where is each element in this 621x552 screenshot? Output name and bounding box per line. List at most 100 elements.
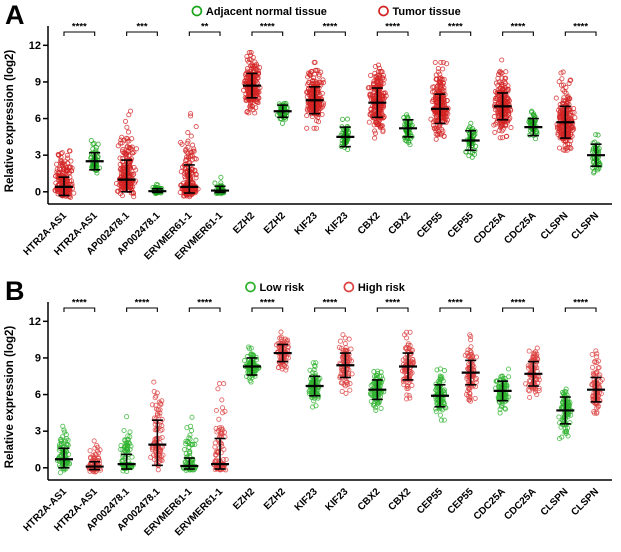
data-point [563,90,569,96]
error-bar [117,159,136,193]
data-point [561,95,567,101]
data-point [502,405,508,411]
data-point [371,402,377,409]
data-point [157,400,163,406]
data-point [344,379,350,385]
data-point [407,395,413,401]
significance-stars: **** [448,298,463,309]
data-point [527,394,533,401]
data-point [57,470,63,476]
data-point [54,169,60,175]
data-point [440,59,446,66]
x-tick-label: CBX2 [356,486,383,513]
data-point [151,388,157,395]
data-point [66,189,72,195]
data-point [250,54,256,61]
y-tick-label: 6 [35,113,41,125]
data-point [188,113,194,119]
data-point [64,168,70,174]
data-point [594,354,600,360]
data-point [188,150,194,156]
data-point [129,454,135,460]
data-point [430,119,436,125]
scatter-column [589,348,605,416]
data-point [125,439,131,446]
data-point [347,381,353,387]
data-point [349,371,355,377]
data-point [248,50,254,56]
y-axis-label: Relative expression (log2) [4,326,16,469]
error-bar [461,359,480,386]
data-point [375,62,382,68]
y-axis-label: Relative expression (log2) [4,50,16,193]
data-point [189,442,195,448]
scatter-column [365,62,389,141]
significance-stars: ** [201,22,209,33]
data-point [97,447,103,453]
error-bar [242,72,261,99]
data-point [181,446,188,453]
legend-marker-icon [245,281,256,293]
data-point [409,382,415,388]
significance-stars: **** [323,22,338,33]
data-point [436,79,442,85]
data-point [124,414,130,420]
data-point [375,96,381,102]
data-point [432,59,438,65]
data-point [279,363,285,370]
data-point [305,108,311,114]
significance-bracket [63,31,96,36]
data-point [57,160,64,166]
data-point [343,390,349,396]
data-point [367,112,373,118]
data-point [505,366,512,372]
data-point [182,148,189,154]
data-point [594,167,601,173]
y-tick-label: 0 [35,186,41,198]
data-point [178,139,184,145]
data-point [149,402,155,408]
data-point [497,406,503,412]
x-tick-label: CLSPN [539,486,571,518]
data-point [344,116,351,122]
data-point [402,345,409,351]
data-point [119,193,125,199]
data-point [311,367,317,373]
data-point [133,146,140,152]
data-point [313,360,319,366]
data-point [556,435,563,442]
x-tick-label: CEP55 [446,486,476,516]
data-point [127,108,134,114]
data-point [183,158,189,164]
data-point [594,410,600,416]
legend-label: Tumor tissue [393,6,461,18]
significance-stars: **** [573,298,588,309]
data-point [276,365,282,371]
data-point [131,171,137,177]
data-point [560,87,566,93]
data-point [124,437,130,443]
x-tick-label: CDC25A [502,486,538,522]
data-point [404,112,410,118]
data-point [371,369,377,375]
data-point [245,89,251,95]
panel-b-chart: Low risk High risk 0 3 6 9 12 Relative expressi… [4,281,612,538]
data-point [92,455,98,461]
significance-stars: **** [72,22,87,33]
data-point [257,65,263,71]
data-point [556,414,562,420]
data-point [221,429,228,435]
data-point [95,141,101,147]
x-tick-label: KIF23 [323,486,350,513]
data-point [319,111,325,118]
data-point [339,140,345,146]
data-point [377,69,383,75]
x-tick-label: CDC25A [472,486,508,522]
data-point [372,130,378,136]
error-bar [524,360,543,387]
data-point [88,151,94,157]
significance-stars: **** [511,22,526,33]
x-tick-label: CDC25A [502,210,538,246]
significance-stars: **** [511,298,526,309]
data-point [366,119,372,125]
